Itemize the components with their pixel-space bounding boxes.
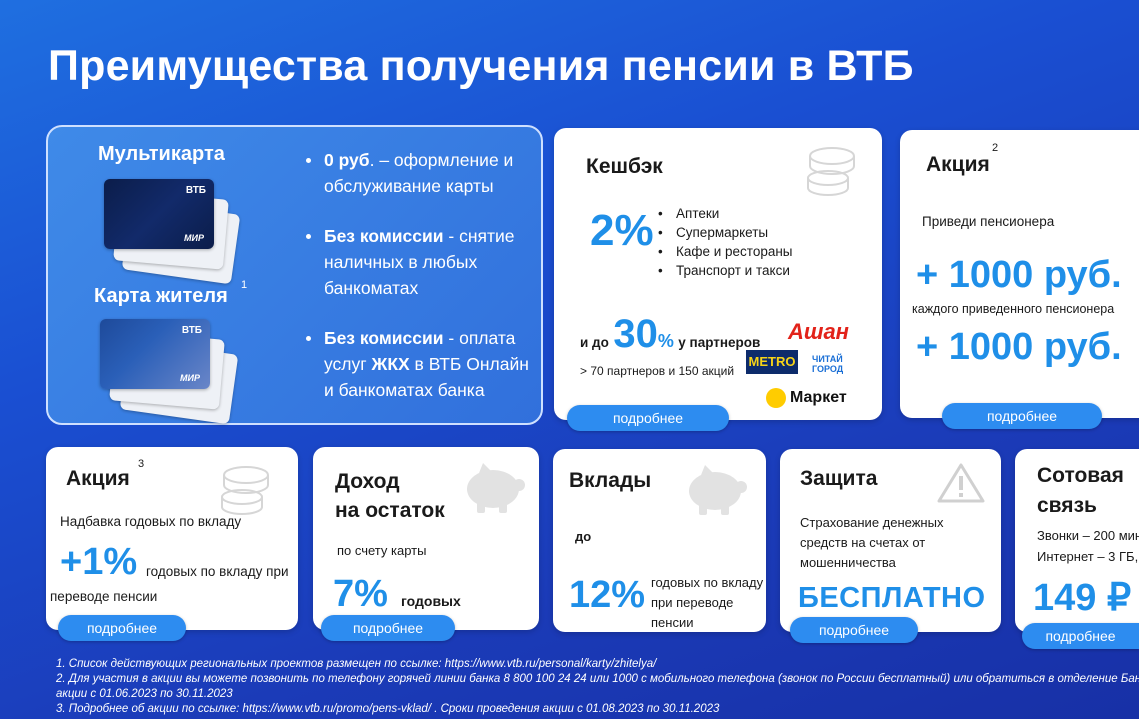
cashback-more-button[interactable]: подробнее — [567, 405, 729, 431]
cashback-category: Аптеки — [658, 204, 793, 223]
promo-referral-each: каждого приведенного пенсионера — [912, 302, 1115, 316]
promo-deposit-more-button[interactable]: подробнее — [58, 615, 186, 641]
footnote-2: 2. Для участия в акции вы можете позвони… — [56, 673, 1139, 685]
mobile-card: Сотовая связь Звонки – 200 мин Интернет – … — [1015, 449, 1139, 632]
mobile-price: 149 ₽ — [1033, 577, 1132, 619]
protection-title: Защита — [800, 467, 878, 490]
metro-logo: METRO — [746, 350, 798, 374]
cashback-categories: Аптеки Супермаркеты Кафе и рестораны Тра… — [658, 204, 793, 280]
piggy-bank-icon — [467, 463, 525, 513]
cashback-category: Кафе и рестораны — [658, 242, 793, 261]
cashback-percent: 2% — [590, 206, 654, 255]
protection-value: БЕСПЛАТНО — [798, 582, 986, 614]
multicard-label: Мультикарта — [98, 143, 225, 165]
multicard-bullet-2: Без комиссии - снятие наличных в любых б… — [324, 226, 515, 298]
footnote-1: 1. Список действующих региональных проек… — [56, 658, 657, 670]
promo-referral-amount-2: + 1000 руб. — [916, 326, 1122, 368]
mobile-desc: Звонки – 200 мин Интернет – 3 ГБ, — [1037, 528, 1139, 564]
cashback-title: Кешбэк — [586, 155, 663, 178]
multicard-panel: Мультикарта ВТБ МИР Карта жителя 1 ВТБ М… — [46, 125, 543, 425]
partners-cashback: и до 30% у партнеров — [580, 312, 761, 356]
protection-desc: Страхование денежных средств на счетах от… — [800, 515, 944, 570]
mobile-more-button[interactable]: подробнее — [1022, 623, 1139, 649]
cashback-card: Кешбэк 2% Аптеки Супермаркеты Кафе и рес… — [554, 128, 882, 431]
piggy-bank-icon — [689, 465, 747, 515]
promo-deposit-desc-1: годовых по вкладу при — [146, 564, 289, 579]
protection-card: Защита Страхование денежных средств на сч… — [780, 449, 1001, 643]
cashback-category: Супермаркеты — [658, 223, 793, 242]
promo-deposit-title: Акция — [66, 467, 130, 490]
deposits-desc: годовых по вкладу при переводе пенсии — [651, 575, 764, 630]
deposits-pre: до — [575, 529, 592, 544]
multicard-bullet-1: 0 руб. – оформление и обслуживание карты — [324, 150, 514, 196]
promo-referral-title: Акция — [926, 153, 990, 176]
resident-card-image: ВТБ МИР — [100, 319, 240, 425]
market-logo: Маркет — [790, 389, 847, 406]
promo-deposit-desc-2: переводе пенсии — [50, 589, 158, 604]
auchan-logo: Ашан — [788, 319, 849, 344]
footnote-ref-1: 1 — [241, 279, 248, 291]
mobile-title: Сотовая связь — [1037, 464, 1124, 517]
footnote-2-cont: акции с 01.06.2023 по 30.11.2023 — [56, 688, 233, 700]
footnote-ref-3: 3 — [138, 458, 145, 470]
page-title: Преимущества получения пенсии в ВТБ — [48, 42, 914, 90]
promo-referral-invite: Приведи пенсионера — [922, 214, 1055, 229]
income-unit: годовых — [401, 593, 461, 609]
partners-note: > 70 партнеров и 150 акций — [580, 364, 735, 378]
resident-card-label: Карта жителя — [94, 285, 228, 307]
deposits-card: Вклады до 12% годовых по вкладу при перев… — [553, 449, 766, 632]
income-title: Доход на остаток — [335, 470, 445, 522]
chitai-gorod-logo: ЧИТАЙ ГОРОД — [812, 354, 844, 374]
market-icon — [766, 388, 786, 408]
promo-deposit-card: Акция 3 Надбавка годовых по вкладу +1% г… — [46, 447, 298, 641]
promo-referral-card: Акция 2 Приведи пенсионера + 1000 руб. к… — [900, 130, 1139, 429]
coins-icon — [807, 147, 855, 196]
deposits-value: 12% — [569, 574, 646, 616]
promo-deposit-subtitle: Надбавка годовых по вкладу — [60, 514, 242, 529]
promo-deposit-value: +1% — [60, 541, 138, 583]
promo-referral-more-button[interactable]: подробнее — [942, 403, 1102, 429]
income-sub: по счету карты — [337, 543, 427, 558]
income-value: 7% — [333, 573, 388, 615]
deposits-title: Вклады — [569, 469, 652, 492]
income-more-button[interactable]: подробнее — [321, 615, 455, 641]
multicard-image: ВТБ МИР — [104, 179, 241, 285]
footnote-3: 3. Подробнее об акции по ссылке: https:/… — [56, 703, 720, 715]
footnote-ref-2: 2 — [992, 142, 999, 154]
income-card: Доход на остаток по счету карты 7% годовы… — [313, 447, 539, 641]
protection-more-button[interactable]: подробнее — [790, 617, 918, 643]
multicard-bullet-3: Без комиссии - оплата услуг ЖКХ в ВТБ Он… — [324, 328, 529, 400]
warning-icon — [937, 463, 985, 503]
cashback-category: Транспорт и такси — [658, 261, 793, 280]
coins-icon — [221, 466, 269, 515]
promo-referral-amount-1: + 1000 руб. — [916, 254, 1122, 296]
